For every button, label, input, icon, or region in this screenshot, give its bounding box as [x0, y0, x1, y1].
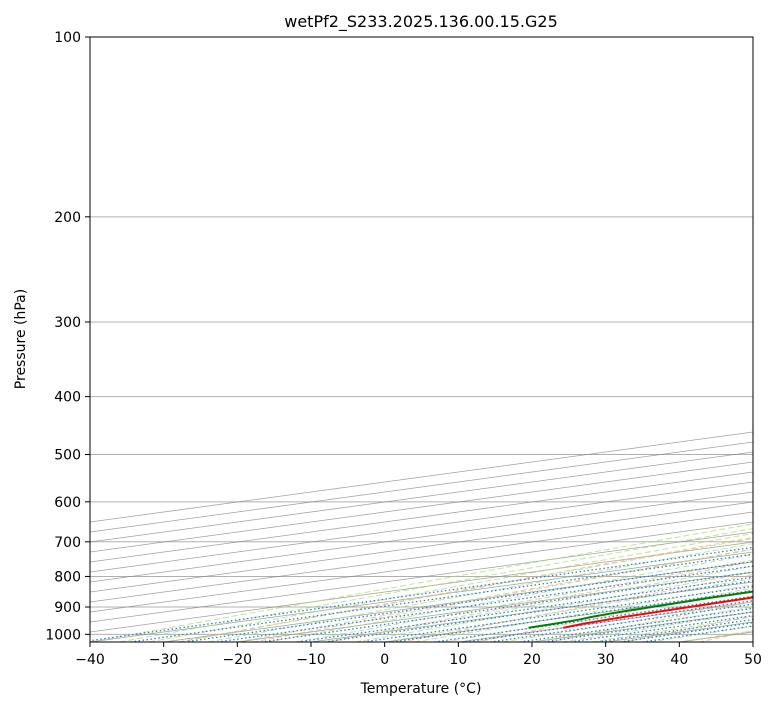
- x-tick-label: 40: [670, 652, 688, 668]
- y-tick-label: 1000: [45, 627, 81, 643]
- x-tick-label: −40: [75, 652, 105, 668]
- dry-adiabat-line: [327, 561, 753, 642]
- y-tick-label: 100: [54, 30, 81, 46]
- isotherm-line: [90, 471, 753, 563]
- moist-adiabat-line: [325, 565, 753, 642]
- y-tick-label: 800: [54, 569, 81, 585]
- dewpoint-line: [528, 590, 753, 629]
- x-tick-label: −20: [223, 652, 253, 668]
- axes-layer: −40 −30 −20 −10 0 10 20 30 40 50 1000 900 800 700 600 5…: [45, 30, 762, 668]
- x-tick-label: 50: [744, 652, 762, 668]
- moist-adiabat-line: [266, 553, 753, 642]
- isotherm-line: [90, 481, 753, 573]
- isotherm-line: [90, 501, 753, 593]
- dry-adiabat-line: [178, 536, 753, 642]
- background-lines: [90, 37, 753, 642]
- moist-adiabat-line: [237, 548, 753, 642]
- mixing-ratio-line: [392, 589, 753, 642]
- x-tick-label: −30: [149, 652, 179, 668]
- moist-adiabat-line: [207, 543, 753, 642]
- isotherm-line: [90, 511, 753, 603]
- isotherm-line: [90, 451, 753, 543]
- chart-title: wetPf2_S233.2025.136.00.15.G25: [284, 12, 558, 32]
- moist-adiabat-line: [178, 537, 753, 642]
- x-tick-label: 0: [380, 652, 389, 668]
- x-tick-label: 30: [597, 652, 615, 668]
- moist-adiabat-line: [119, 528, 753, 642]
- y-tick-label: 500: [54, 448, 81, 464]
- series-layer: [528, 590, 753, 629]
- y-tick-label: 200: [54, 210, 81, 226]
- isotherm-line: [90, 491, 753, 583]
- isotherm-line: [90, 531, 753, 623]
- mixing-ratio-line: [324, 580, 753, 642]
- x-tick-label: −10: [296, 652, 326, 668]
- y-tick-label: 300: [54, 315, 81, 331]
- y-tick-label: 700: [54, 535, 81, 551]
- plot-frame: [89, 36, 754, 643]
- y-tick-label: 400: [54, 390, 81, 406]
- moist-adiabat-line: [90, 523, 753, 642]
- x-tick-label: 20: [523, 652, 541, 668]
- x-axis-label: Temperature (°C): [360, 681, 482, 697]
- moist-adiabat-line: [414, 584, 753, 642]
- mixing-ratio-line: [434, 595, 753, 642]
- mixing-ratio-line: [90, 546, 753, 642]
- x-tick-label: 10: [449, 652, 467, 668]
- moist-adiabat-line: [355, 571, 753, 642]
- y-tick-label: 900: [54, 600, 81, 616]
- isotherm-line: [90, 521, 753, 613]
- y-tick-label: 600: [54, 495, 81, 511]
- mixing-ratio-line: [363, 585, 753, 642]
- isotherm-line: [90, 461, 753, 553]
- y-axis-label: Pressure (hPa): [13, 289, 29, 389]
